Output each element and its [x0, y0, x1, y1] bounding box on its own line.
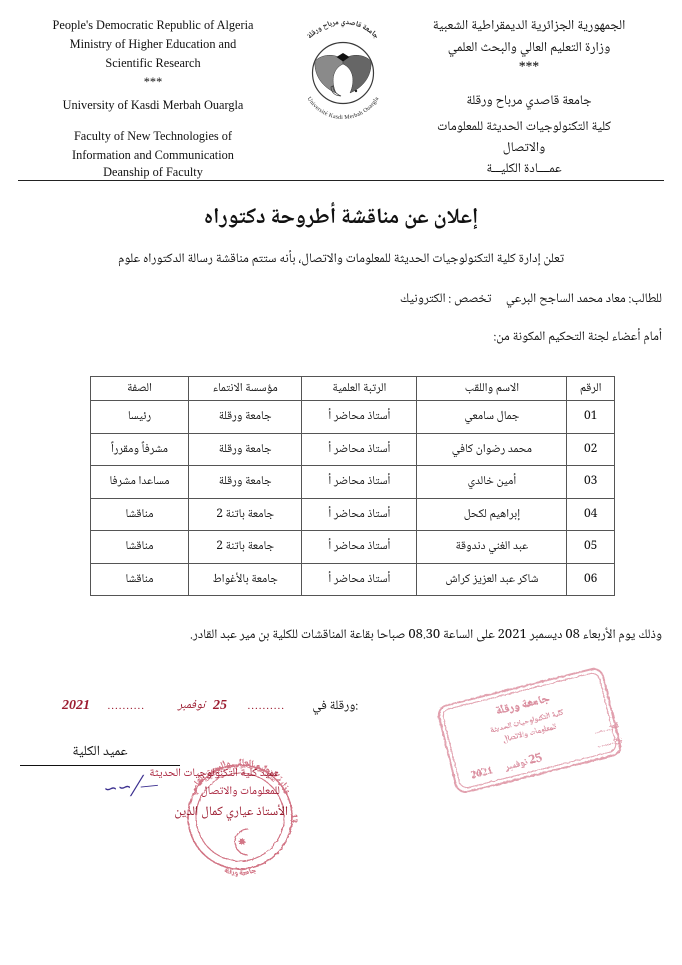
- svg-text:25: 25: [527, 749, 544, 767]
- svg-text:25: 25: [212, 698, 227, 713]
- svg-text:جامعة قاصدي مرباح ورقلة: جامعة قاصدي مرباح ورقلة: [304, 20, 382, 42]
- svg-text:Université Kasdi Merbah Ouargl: Université Kasdi Merbah Ouargla: [306, 96, 381, 120]
- svg-text:..........: ..........: [108, 700, 146, 712]
- svg-text:2021: 2021: [61, 698, 90, 713]
- svg-text:جامعة ورقلة: جامعة ورقلة: [222, 864, 258, 880]
- svg-text:..........: ..........: [248, 700, 286, 712]
- svg-text:13: 13: [289, 814, 299, 824]
- svg-text:نوفمبر: نوفمبر: [177, 695, 208, 716]
- svg-text:ورقلة في:: ورقلة في:: [312, 696, 358, 716]
- svg-text:2021: 2021: [470, 764, 494, 781]
